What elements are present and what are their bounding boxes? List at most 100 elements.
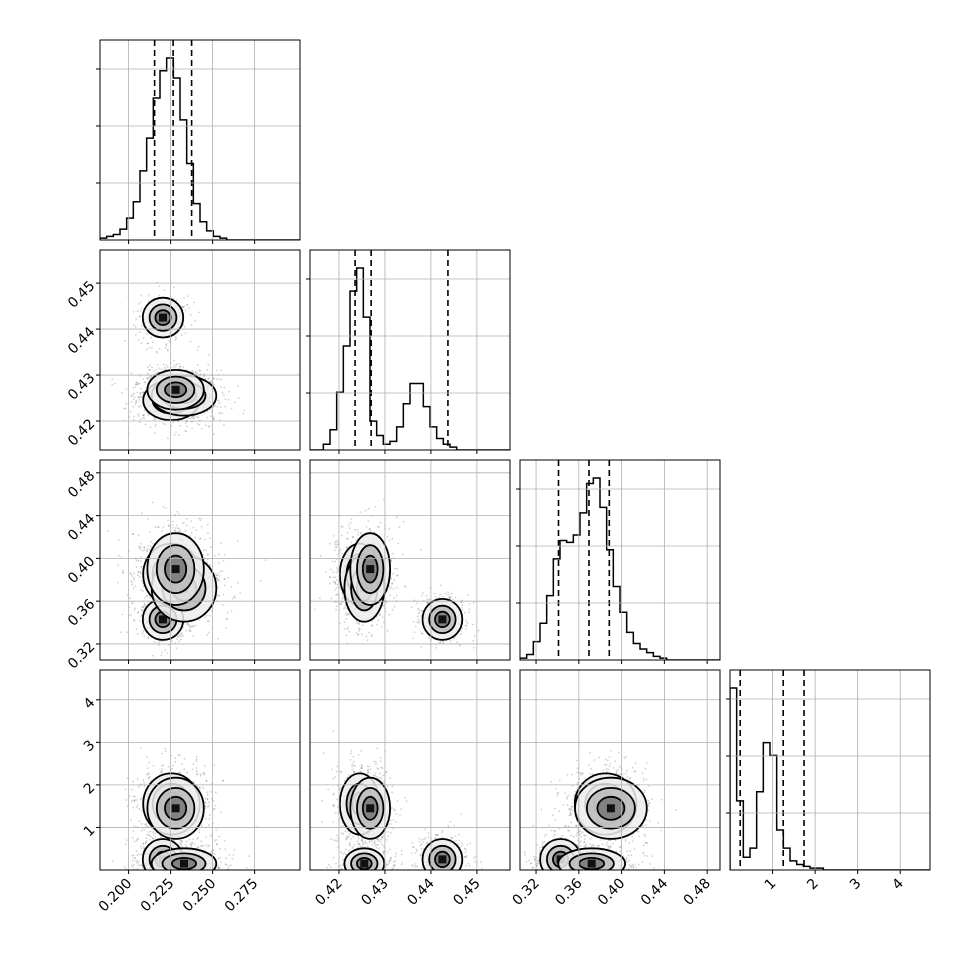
scatter-point — [348, 523, 350, 526]
scatter-point — [129, 572, 132, 575]
scatter-point — [228, 854, 231, 856]
scatter-point — [369, 528, 371, 530]
scatter-point — [143, 417, 146, 419]
contour-line — [146, 532, 205, 606]
scatter-point — [213, 384, 216, 386]
scatter-point — [222, 593, 225, 596]
scatter-point — [199, 773, 202, 775]
scatter-point — [374, 505, 377, 508]
scatter-point — [154, 372, 157, 375]
scatter-point — [171, 640, 173, 643]
scatter-point — [120, 391, 123, 394]
scatter-point — [196, 363, 199, 366]
scatter-point — [138, 315, 141, 318]
scatter-point — [176, 636, 179, 638]
scatter-point — [141, 609, 144, 612]
scatter-point — [147, 372, 149, 375]
panel-frame — [309, 459, 511, 661]
scatter-point — [439, 640, 442, 643]
scatter-point — [153, 641, 156, 644]
scatter-point — [192, 625, 194, 628]
scatter-point — [138, 545, 141, 547]
scatter-point — [143, 548, 146, 551]
scatter-point — [349, 521, 352, 524]
scatter-point — [368, 631, 370, 634]
scatter-point — [345, 546, 348, 548]
scatter-point — [214, 554, 217, 557]
scatter-point — [174, 530, 177, 532]
scatter-point — [202, 844, 205, 847]
scatter-point — [147, 831, 150, 833]
scatter-point — [148, 364, 151, 367]
scatter-point — [381, 616, 384, 619]
scatter-point — [197, 345, 200, 348]
scatter-point — [216, 578, 219, 581]
scatter-point — [209, 415, 212, 417]
scatter-point — [222, 560, 225, 562]
scatter-point — [378, 526, 381, 528]
scatter-point — [467, 611, 470, 613]
scatter-point — [335, 545, 338, 548]
scatter-point — [145, 332, 147, 335]
scatter-point — [335, 546, 337, 549]
scatter-point — [335, 579, 338, 581]
scatter-point — [137, 571, 140, 573]
scatter-point — [167, 519, 169, 522]
scatter-point — [200, 824, 203, 827]
scatter-point — [128, 795, 131, 798]
scatter-point — [428, 598, 431, 601]
scatter-point — [129, 410, 132, 413]
scatter-point — [136, 310, 139, 313]
scatter-point — [223, 584, 226, 587]
scatter-point — [210, 835, 212, 838]
panel-frame — [99, 249, 301, 451]
scatter-point — [334, 560, 337, 563]
scatter-point — [177, 530, 180, 532]
scatter-point — [418, 609, 420, 611]
scatter-point — [144, 381, 146, 384]
scatter-point — [160, 368, 163, 370]
scatter-point — [194, 624, 197, 627]
scatter-point — [111, 378, 114, 381]
scatter-point — [135, 859, 138, 862]
scatter-point — [161, 651, 163, 653]
scatter-point — [147, 294, 150, 296]
scatter-point — [334, 581, 337, 584]
scatter-point — [206, 634, 209, 637]
scatter-point — [149, 530, 151, 533]
scatter-point — [132, 392, 135, 395]
contour-line — [428, 604, 457, 635]
scatter-point — [216, 378, 219, 381]
scatter-point — [460, 633, 463, 636]
scatter-point — [183, 305, 186, 308]
scatter-point — [196, 372, 199, 375]
scatter-point — [390, 577, 393, 580]
scatter-point — [209, 546, 212, 549]
scatter-point — [139, 418, 142, 420]
scatter-point — [130, 395, 133, 397]
scatter-point — [396, 574, 398, 577]
scatter-point — [410, 606, 413, 609]
scatter-point — [332, 535, 335, 537]
panel-content — [106, 501, 267, 657]
scatter-point — [157, 526, 160, 528]
scatter-point — [361, 633, 363, 636]
scatter-point — [217, 867, 220, 870]
scatter-point — [139, 396, 142, 399]
scatter-point — [164, 368, 166, 371]
scatter-point — [370, 635, 373, 637]
scatter-point — [364, 509, 367, 512]
scatter-point — [224, 863, 227, 865]
scatter-point — [331, 560, 334, 563]
scatter-point — [358, 623, 360, 625]
scatter-point — [218, 835, 221, 838]
scatter-point — [134, 799, 136, 802]
y-tick-label: 0.48 — [65, 468, 98, 501]
scatter-point — [199, 787, 201, 790]
scatter-point — [212, 416, 215, 419]
scatter-point — [198, 311, 200, 314]
scatter-point — [216, 577, 218, 580]
scatter-point — [206, 523, 209, 526]
panel-frame — [519, 459, 721, 661]
scatter-point — [367, 520, 370, 522]
